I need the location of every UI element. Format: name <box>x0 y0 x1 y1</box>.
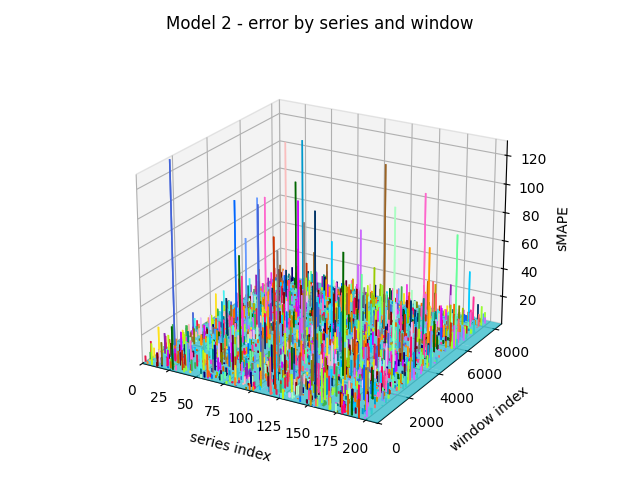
Title: Model 2 - error by series and window: Model 2 - error by series and window <box>166 15 474 33</box>
X-axis label: series index: series index <box>188 430 272 464</box>
Y-axis label: window index: window index <box>449 384 531 455</box>
